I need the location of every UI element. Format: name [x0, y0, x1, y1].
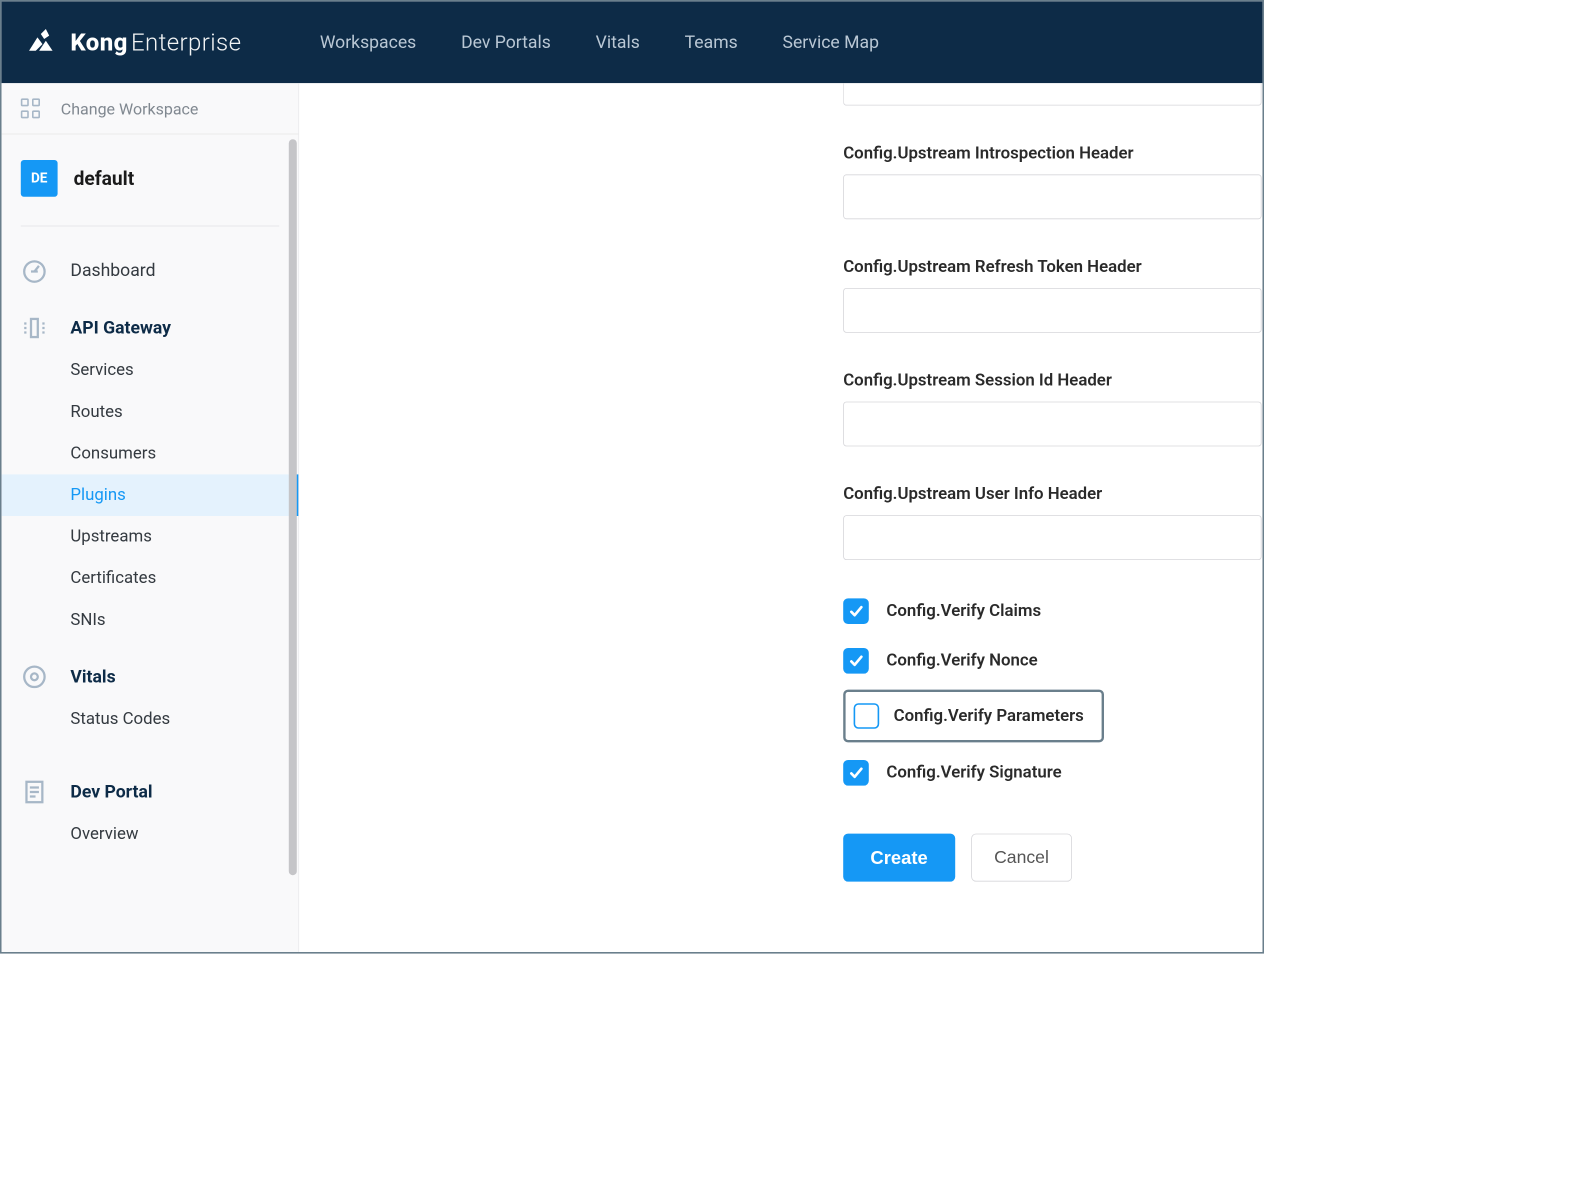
nav-vitals[interactable]: Vitals	[596, 32, 640, 52]
checkbox-verify-nonce[interactable]	[843, 648, 869, 674]
field-upstream-user-info-header: Config.Upstream User Info Header	[843, 485, 1261, 560]
input-upstream-user-info-header[interactable]	[843, 515, 1261, 560]
check-verify-parameters-highlighted: Config.Verify Parameters	[843, 690, 1104, 743]
brand-light: Enterprise	[131, 28, 241, 56]
brand-strong: Kong	[70, 28, 127, 56]
workspace-header: DE default	[2, 134, 299, 196]
form-actions: Create Cancel	[843, 834, 1261, 882]
check-verify-claims: Config.Verify Claims	[843, 598, 1261, 624]
workspace-name: default	[74, 167, 135, 189]
brand: KongEnterprise	[24, 26, 241, 60]
nav-dev-portals[interactable]: Dev Portals	[461, 32, 551, 52]
input-upstream-introspection-header[interactable]	[843, 174, 1261, 219]
scrollbar-thumb[interactable]	[289, 139, 297, 875]
vitals-title: Vitals	[70, 667, 115, 687]
dashboard-label: Dashboard	[70, 260, 155, 280]
create-button[interactable]: Create	[843, 834, 955, 882]
dev-portal-list: Overview	[2, 814, 299, 844]
field-label: Config.Upstream Refresh Token Header	[843, 258, 1261, 277]
sidebar-item-status-codes[interactable]: Status Codes	[2, 698, 299, 740]
sidebar: Change Workspace DE default Dashboard AP…	[2, 83, 300, 952]
top-navigation: Workspaces Dev Portals Vitals Teams Serv…	[320, 32, 879, 52]
kong-logo-icon	[24, 26, 58, 60]
field-label: Config.Upstream Introspection Header	[843, 144, 1261, 163]
section-vitals[interactable]: Vitals	[2, 641, 299, 699]
check-label: Config.Verify Parameters	[894, 706, 1084, 725]
field-upstream-introspection-header: Config.Upstream Introspection Header	[843, 144, 1261, 219]
change-workspace[interactable]: Change Workspace	[2, 83, 299, 134]
nav-teams[interactable]: Teams	[685, 32, 738, 52]
gauge-icon	[21, 257, 48, 284]
sidebar-item-certificates[interactable]: Certificates	[2, 558, 299, 600]
grid-icon	[21, 98, 42, 119]
field-upstream-refresh-token-header: Config.Upstream Refresh Token Header	[843, 258, 1261, 333]
input-upstream-session-id-header[interactable]	[843, 402, 1261, 447]
nav-workspaces[interactable]: Workspaces	[320, 32, 416, 52]
nav-service-map[interactable]: Service Map	[783, 32, 879, 52]
topbar: KongEnterprise Workspaces Dev Portals Vi…	[2, 2, 1263, 84]
checkbox-verify-claims[interactable]	[843, 598, 869, 624]
sidebar-item-overview[interactable]: Overview	[2, 814, 299, 844]
field-upstream-session-id-header: Config.Upstream Session Id Header	[843, 371, 1261, 446]
main-content: Config.Upstream Introspection Header Con…	[299, 83, 1262, 952]
cancel-button[interactable]: Cancel	[971, 834, 1072, 882]
divider	[21, 226, 279, 227]
document-icon	[21, 778, 48, 805]
partial-input[interactable]	[843, 83, 1261, 105]
sidebar-scrollbar[interactable]	[287, 139, 298, 944]
vitals-list: Status Codes	[2, 698, 299, 740]
workspace-badge: DE	[21, 160, 58, 197]
sidebar-item-services[interactable]: Services	[2, 350, 299, 392]
dev-portal-title: Dev Portal	[70, 782, 152, 802]
check-label: Config.Verify Signature	[886, 763, 1061, 782]
sidebar-item-snis[interactable]: SNIs	[2, 599, 299, 641]
input-upstream-refresh-token-header[interactable]	[843, 288, 1261, 333]
vitals-icon	[21, 663, 48, 690]
section-api-gateway[interactable]: API Gateway	[2, 292, 299, 350]
sidebar-item-upstreams[interactable]: Upstreams	[2, 516, 299, 558]
sidebar-item-dashboard[interactable]: Dashboard	[2, 234, 299, 292]
change-workspace-label: Change Workspace	[61, 99, 199, 118]
field-label: Config.Upstream User Info Header	[843, 485, 1261, 504]
section-dev-portal[interactable]: Dev Portal	[2, 740, 299, 814]
checkbox-verify-signature[interactable]	[843, 760, 869, 786]
field-label: Config.Upstream Session Id Header	[843, 371, 1261, 390]
check-label: Config.Verify Claims	[886, 602, 1041, 621]
api-gateway-list: Services Routes Consumers Plugins Upstre…	[2, 350, 299, 641]
checkbox-verify-parameters[interactable]	[854, 703, 880, 729]
api-gateway-icon	[21, 314, 48, 341]
api-gateway-title: API Gateway	[70, 318, 171, 338]
sidebar-item-plugins[interactable]: Plugins	[2, 474, 299, 516]
sidebar-item-routes[interactable]: Routes	[2, 391, 299, 433]
check-verify-signature: Config.Verify Signature	[843, 760, 1261, 786]
brand-text: KongEnterprise	[70, 28, 241, 56]
check-verify-nonce: Config.Verify Nonce	[843, 648, 1261, 674]
plugin-config-form: Config.Upstream Introspection Header Con…	[843, 83, 1262, 952]
check-label: Config.Verify Nonce	[886, 651, 1037, 670]
sidebar-item-consumers[interactable]: Consumers	[2, 433, 299, 475]
